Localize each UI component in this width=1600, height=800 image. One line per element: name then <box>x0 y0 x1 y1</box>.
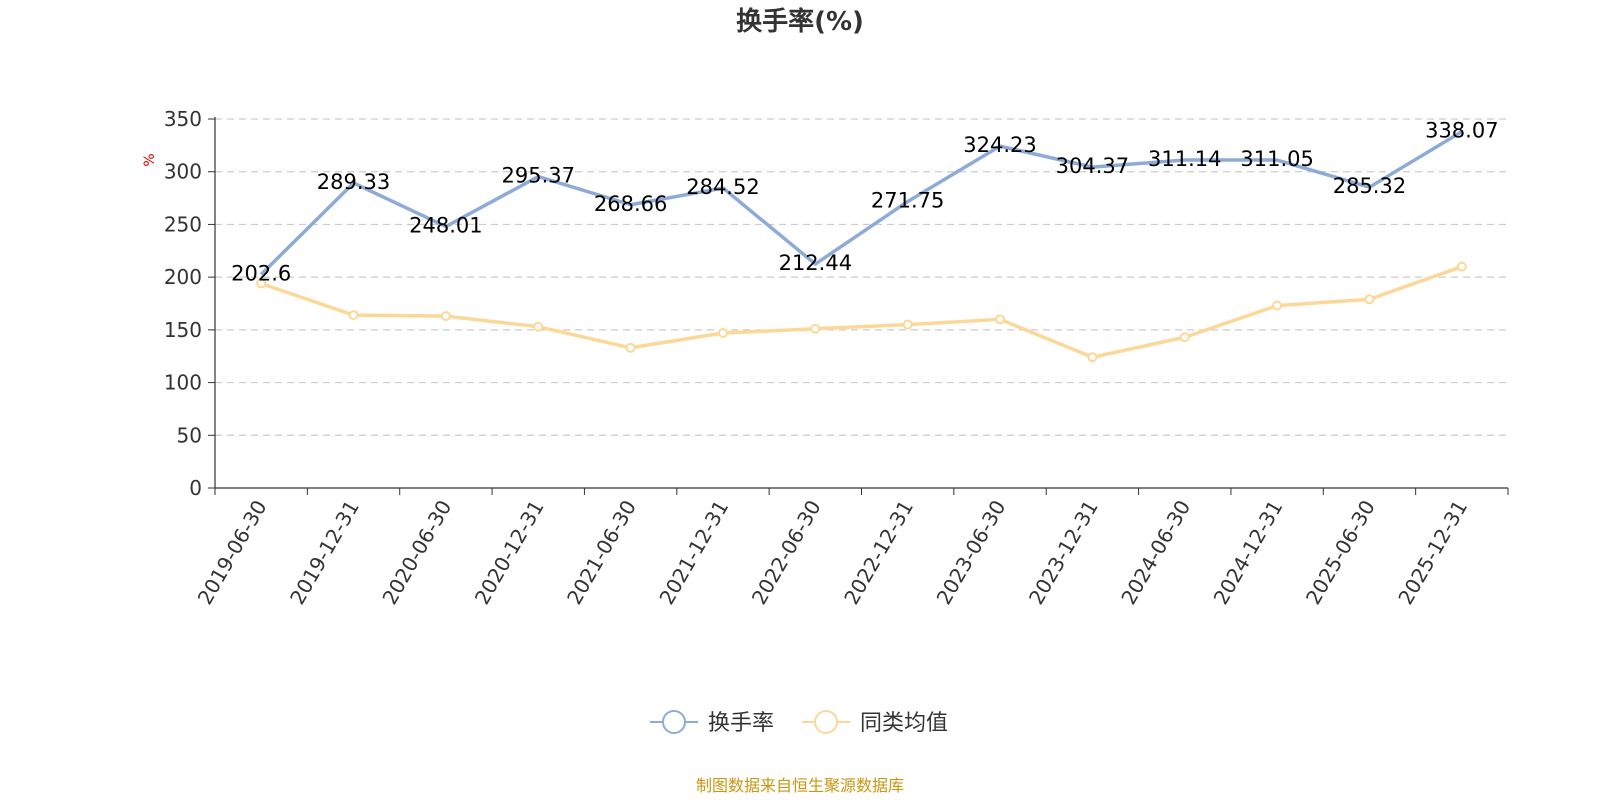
data-label: 289.33 <box>317 170 390 194</box>
data-label: 311.05 <box>1240 147 1313 171</box>
data-label: 304.37 <box>1056 154 1129 178</box>
series-lines <box>256 130 1467 363</box>
series-line-1 <box>260 264 1463 360</box>
x-tick-label: 2024-06-30 <box>1116 496 1195 609</box>
y-tick-label: 150 <box>164 318 202 342</box>
data-label: 212.44 <box>779 251 852 275</box>
y-tick-label: 200 <box>164 265 202 289</box>
data-label: 271.75 <box>871 188 944 212</box>
x-tick-label: 2020-06-30 <box>377 496 456 609</box>
grid-lines <box>215 118 1508 436</box>
series-point <box>810 323 821 334</box>
x-tick-label: 2019-06-30 <box>193 496 272 609</box>
x-tick-label: 2021-12-31 <box>654 496 733 609</box>
data-label: 268.66 <box>594 192 667 216</box>
x-tick-label: 2024-12-31 <box>1209 496 1288 609</box>
x-tick-label: 2023-12-31 <box>1024 496 1103 609</box>
series-point <box>1087 352 1098 363</box>
legend-item-0[interactable]: 换手率 <box>650 710 774 736</box>
x-tick-label: 2020-12-31 <box>470 496 549 609</box>
legend-label: 同类均值 <box>860 711 948 736</box>
data-label: 284.52 <box>686 175 759 199</box>
legend-label: 换手率 <box>708 711 774 736</box>
series-point <box>717 328 728 339</box>
legend-item-1[interactable]: 同类均值 <box>802 710 948 736</box>
series-point <box>1364 294 1375 305</box>
series-point <box>348 310 359 321</box>
series-point <box>440 311 451 322</box>
data-label: 295.37 <box>502 164 575 188</box>
data-labels: 202.6 289.33 248.01 295.37 268.66 284.52 212.4… <box>231 119 1498 286</box>
y-tick-label: 350 <box>164 107 202 131</box>
legend[interactable]: 换手率 同类均值 <box>650 710 948 736</box>
x-tick-label: 2022-12-31 <box>839 496 918 609</box>
series-point <box>533 321 544 332</box>
data-label: 248.01 <box>409 214 482 238</box>
y-axis-unit: % <box>142 153 158 166</box>
legend-marker <box>814 710 838 734</box>
x-tick-label: 2021-06-30 <box>562 496 641 609</box>
x-tick-label: 2019-12-31 <box>285 496 364 609</box>
series-point <box>995 314 1006 325</box>
series-point <box>1179 332 1190 343</box>
y-tick-label: 250 <box>164 212 202 236</box>
x-tick-label: 2022-06-30 <box>747 496 826 609</box>
series-point <box>256 278 267 289</box>
y-tick-label: 300 <box>164 160 202 184</box>
series-point <box>625 342 636 353</box>
data-label: 285.32 <box>1333 174 1406 198</box>
data-source-note: 制图数据来自恒生聚源数据库 <box>696 776 904 795</box>
series-point <box>902 319 913 330</box>
y-tick-label: 0 <box>189 476 202 500</box>
series-point <box>1456 261 1467 272</box>
data-label: 202.6 <box>231 261 291 285</box>
data-label: 338.07 <box>1425 119 1498 143</box>
legend-marker <box>662 710 686 734</box>
series-point <box>1272 300 1283 311</box>
y-tick-label: 100 <box>164 371 202 395</box>
y-tick-label: 50 <box>177 423 202 447</box>
data-label: 324.23 <box>963 133 1036 157</box>
series-line-0 <box>259 130 1463 276</box>
x-tick-label: 2025-12-31 <box>1393 496 1472 609</box>
chart-title: 换手率(%) <box>736 6 864 37</box>
x-tick-label: 2023-06-30 <box>932 496 1011 609</box>
data-label: 311.14 <box>1148 147 1221 171</box>
x-tick-label: 2025-06-30 <box>1301 496 1380 609</box>
